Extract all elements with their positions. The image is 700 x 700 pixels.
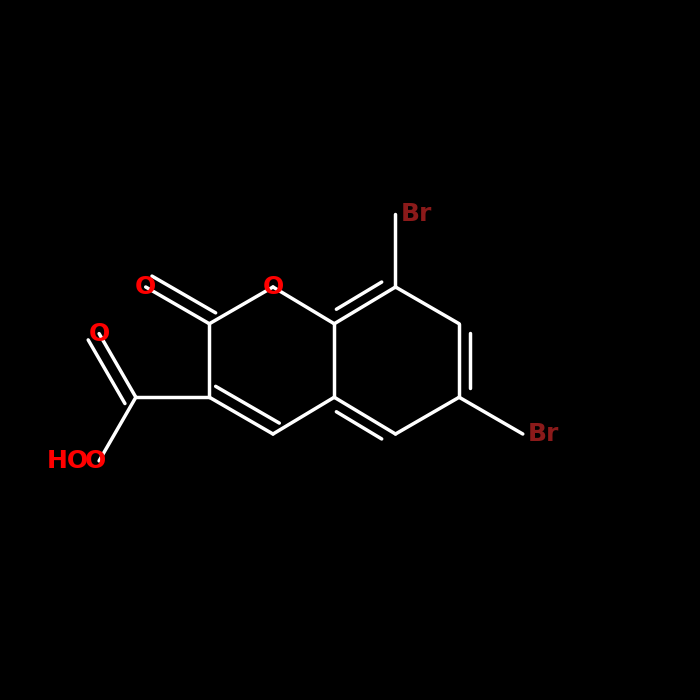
Text: HO: HO — [46, 449, 89, 473]
Text: Br: Br — [401, 202, 432, 225]
Text: O: O — [85, 449, 106, 473]
Text: O: O — [262, 275, 284, 299]
Text: Br: Br — [528, 422, 559, 446]
Text: O: O — [135, 275, 156, 299]
Text: O: O — [88, 321, 110, 346]
